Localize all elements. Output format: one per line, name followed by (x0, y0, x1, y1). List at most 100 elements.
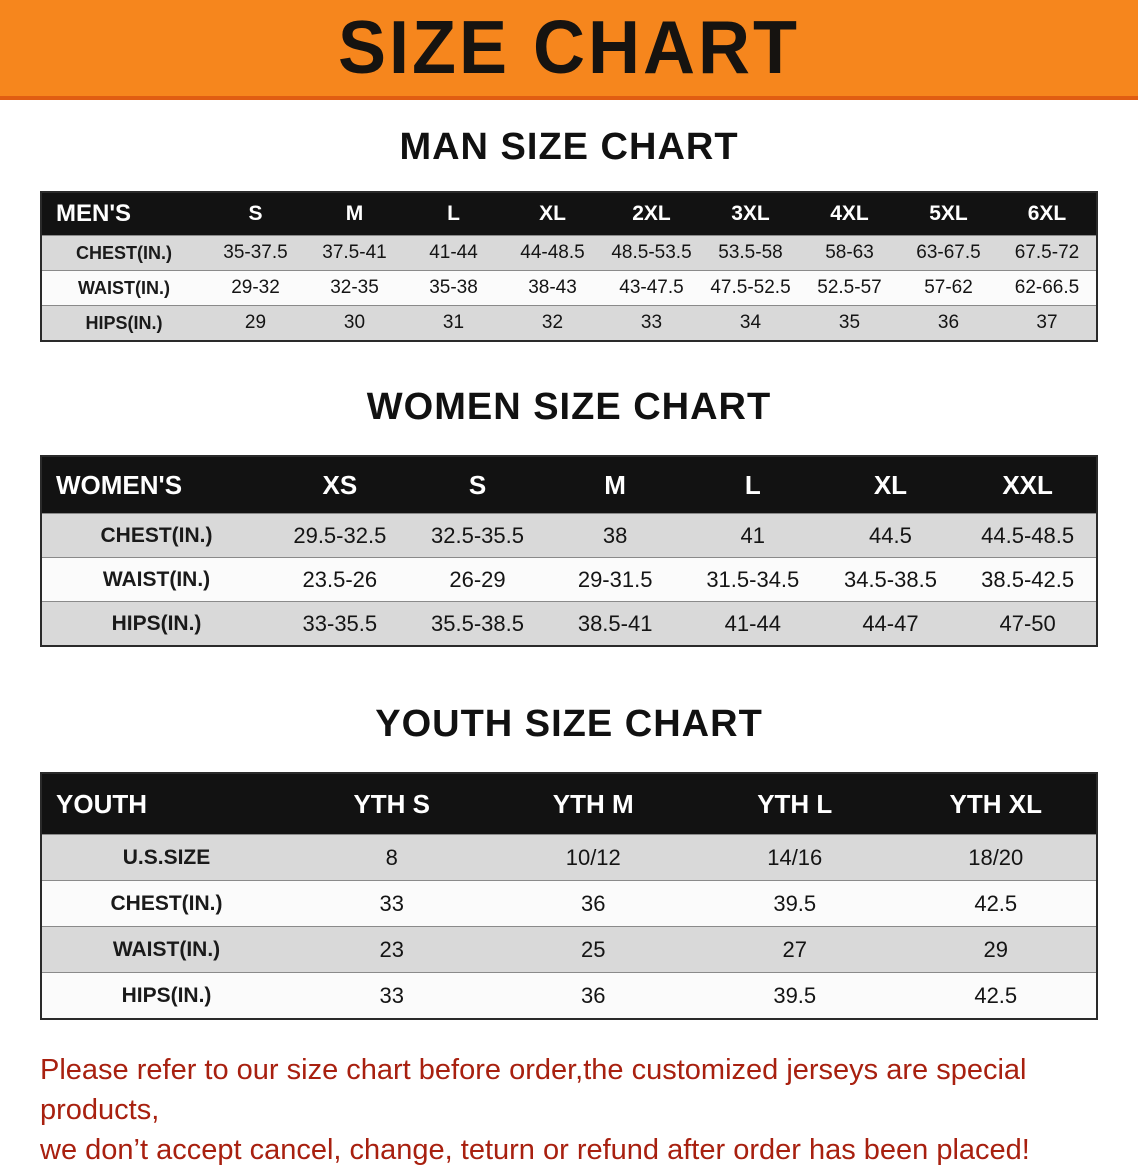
size-column-header: YTH L (694, 773, 896, 835)
men-size-section: MAN SIZE CHART MEN'S S M L XL 2XL 3XL 4XL 5XL 6XL… (0, 126, 1138, 342)
size-value-cell: 39.5 (694, 972, 896, 1019)
size-value-cell: 42.5 (895, 972, 1097, 1019)
table-row: CHEST(IN.) 29.5-32.5 32.5-35.5 38 41 44.5 44.5… (41, 513, 1097, 558)
size-value-cell: 44-48.5 (503, 235, 602, 271)
table-row: WAIST(IN.) 23 25 27 29 (41, 926, 1097, 973)
size-column-header: L (683, 456, 822, 514)
size-value-cell: 36 (899, 305, 998, 341)
size-value-cell: 32-35 (305, 270, 404, 306)
size-value-cell: 63-67.5 (899, 235, 998, 271)
size-column-header: 6XL (998, 192, 1097, 236)
measurement-label: HIPS(IN.) (41, 972, 291, 1019)
size-value-cell: 38 (546, 513, 684, 558)
size-column-header: XL (503, 192, 602, 236)
men-size-table: MEN'S S M L XL 2XL 3XL 4XL 5XL 6XL CHEST(IN.) 35-37… (40, 191, 1098, 342)
measurement-label: CHEST(IN.) (41, 235, 206, 271)
size-value-cell: 14/16 (694, 834, 896, 881)
size-column-header: 3XL (701, 192, 800, 236)
size-column-header: S (206, 192, 305, 236)
size-column-header: YTH S (291, 773, 493, 835)
size-value-cell: 44-47 (821, 601, 960, 646)
size-column-header: 2XL (602, 192, 701, 236)
size-value-cell: 47-50 (959, 601, 1097, 646)
size-column-header: YTH XL (895, 773, 1097, 835)
women-section-heading: WOMEN SIZE CHART (366, 386, 772, 428)
size-value-cell: 25 (492, 926, 694, 973)
size-value-cell: 36 (492, 880, 694, 927)
measurement-label: WAIST(IN.) (41, 557, 271, 602)
size-value-cell: 35.5-38.5 (408, 601, 547, 646)
size-value-cell: 57-62 (899, 270, 998, 306)
size-value-cell: 43-47.5 (602, 270, 701, 306)
size-value-cell: 32.5-35.5 (408, 513, 547, 558)
size-column-header: M (546, 456, 684, 514)
size-value-cell: 47.5-52.5 (701, 270, 800, 306)
table-row: CHEST(IN.) 33 36 39.5 42.5 (41, 880, 1097, 927)
size-column-header: 4XL (800, 192, 899, 236)
size-column-header: L (404, 192, 503, 236)
size-value-cell: 32 (503, 305, 602, 341)
size-value-cell: 53.5-58 (701, 235, 800, 271)
table-title-cell: YOUTH (41, 773, 291, 835)
measurement-label: U.S.SIZE (41, 834, 291, 881)
youth-section-heading: YOUTH SIZE CHART (375, 703, 763, 745)
notice-line-2: we don’t accept cancel, change, teturn o… (40, 1134, 1030, 1166)
size-value-cell: 27 (694, 926, 896, 973)
women-size-table: WOMEN'S XS S M L XL XXL CHEST(IN.) 29.5-32.5 32.5… (40, 455, 1098, 647)
measurement-label: HIPS(IN.) (41, 305, 206, 341)
measurement-label: WAIST(IN.) (41, 926, 291, 973)
size-value-cell: 8 (291, 834, 493, 881)
youth-size-table: YOUTH YTH S YTH M YTH L YTH XL U.S.SIZE 8 10/12… (40, 772, 1098, 1020)
size-value-cell: 58-63 (800, 235, 899, 271)
size-value-cell: 38.5-42.5 (959, 557, 1097, 602)
size-value-cell: 37.5-41 (305, 235, 404, 271)
size-column-header: 5XL (899, 192, 998, 236)
table-row: HIPS(IN.) 33 36 39.5 42.5 (41, 972, 1097, 1019)
size-value-cell: 41 (683, 513, 822, 558)
size-value-cell: 23 (291, 926, 493, 973)
youth-table-wrap: YOUTH YTH S YTH M YTH L YTH XL U.S.SIZE 8 10/12… (0, 772, 1138, 1020)
size-value-cell: 38.5-41 (546, 601, 684, 646)
measurement-label: CHEST(IN.) (41, 880, 291, 927)
size-value-cell: 26-29 (408, 557, 547, 602)
size-value-cell: 38-43 (503, 270, 602, 306)
youth-size-section: YOUTH SIZE CHART YOUTH YTH S YTH M YTH L YTH… (0, 703, 1138, 1020)
size-value-cell: 10/12 (492, 834, 694, 881)
table-row: HIPS(IN.) 29 30 31 32 33 34 35 36 37 (41, 305, 1097, 341)
size-value-cell: 29-32 (206, 270, 305, 306)
size-value-cell: 31.5-34.5 (683, 557, 822, 602)
size-value-cell: 37 (998, 305, 1097, 341)
men-section-heading: MAN SIZE CHART (399, 126, 739, 168)
size-value-cell: 35 (800, 305, 899, 341)
size-value-cell: 35-37.5 (206, 235, 305, 271)
size-value-cell: 29 (206, 305, 305, 341)
size-value-cell: 18/20 (895, 834, 1097, 881)
women-size-section: WOMEN SIZE CHART WOMEN'S XS S M L XL XXL CHEST(… (0, 386, 1138, 647)
table-row: HIPS(IN.) 33-35.5 35.5-38.5 38.5-41 41-44 44-… (41, 601, 1097, 646)
size-column-header: S (408, 456, 547, 514)
size-value-cell: 31 (404, 305, 503, 341)
size-value-cell: 29.5-32.5 (271, 513, 409, 558)
table-row: CHEST(IN.) 35-37.5 37.5-41 41-44 44-48.5 48.5… (41, 235, 1097, 271)
size-column-header: XS (271, 456, 409, 514)
women-table-wrap: WOMEN'S XS S M L XL XXL CHEST(IN.) 29.5-32.5 32.5… (0, 455, 1138, 647)
size-value-cell: 42.5 (895, 880, 1097, 927)
size-value-cell: 36 (492, 972, 694, 1019)
table-row: U.S.SIZE 8 10/12 14/16 18/20 (41, 834, 1097, 881)
size-value-cell: 33 (602, 305, 701, 341)
table-row: WAIST(IN.) 23.5-26 26-29 29-31.5 31.5-34.5 34… (41, 557, 1097, 602)
size-column-header: XXL (959, 456, 1097, 514)
notice-line-1: Please refer to our size chart before or… (40, 1054, 1027, 1126)
size-chart-content: MAN SIZE CHART MEN'S S M L XL 2XL 3XL 4XL 5XL 6XL… (0, 126, 1138, 1170)
size-value-cell: 67.5-72 (998, 235, 1097, 271)
size-chart-banner: SIZE CHART (0, 0, 1138, 100)
order-policy-notice: Please refer to our size chart before or… (40, 1050, 1098, 1170)
size-value-cell: 44.5 (821, 513, 960, 558)
size-value-cell: 35-38 (404, 270, 503, 306)
size-value-cell: 41-44 (404, 235, 503, 271)
table-header-row: MEN'S S M L XL 2XL 3XL 4XL 5XL 6XL (41, 192, 1097, 236)
size-value-cell: 33 (291, 880, 493, 927)
banner-title: SIZE CHART (338, 6, 800, 91)
size-value-cell: 29-31.5 (546, 557, 684, 602)
size-value-cell: 48.5-53.5 (602, 235, 701, 271)
